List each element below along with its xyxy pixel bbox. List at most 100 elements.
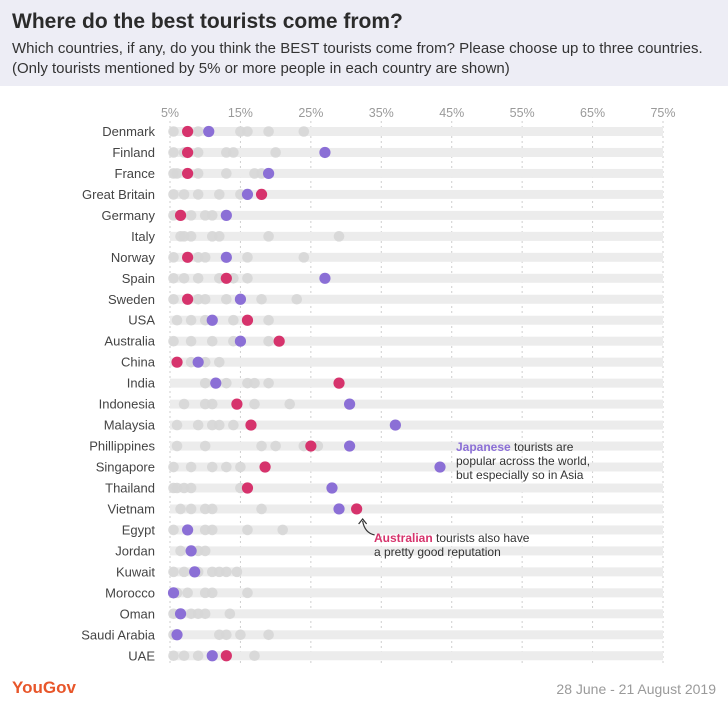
australian-dot (333, 377, 345, 389)
japanese-dot (174, 608, 187, 620)
other-country-dot (242, 524, 253, 536)
row-track (170, 252, 663, 262)
japanese-dot (206, 314, 218, 326)
category-label: USA (128, 313, 155, 328)
other-country-dot (206, 210, 218, 221)
x-tick-label: 5% (161, 106, 179, 120)
other-country-dot (228, 314, 239, 326)
other-country-dot (270, 147, 281, 158)
other-country-dot (182, 587, 193, 599)
other-country-dot (199, 440, 211, 452)
other-country-dot (214, 231, 225, 242)
other-country-dot (192, 126, 204, 137)
other-country-dot (263, 231, 274, 242)
other-country-dot (185, 482, 197, 494)
other-country-dot (168, 252, 179, 263)
australian-dot (182, 293, 194, 305)
category-label: Kuwait (116, 564, 155, 579)
x-tick-label: 35% (369, 106, 394, 120)
japanese-dot (220, 251, 232, 263)
other-country-dot (221, 566, 232, 578)
row-track (170, 462, 663, 472)
row-track (170, 378, 663, 388)
annotation-arrowhead (358, 517, 368, 525)
row-track (170, 168, 663, 178)
australian-dot (245, 419, 257, 431)
category-label: Indonesia (99, 397, 156, 412)
category-label: Egypt (122, 522, 156, 537)
other-country-dot (168, 272, 179, 284)
other-country-dot (199, 293, 211, 305)
other-country-dot (256, 293, 267, 305)
category-label: Jordan (115, 543, 155, 558)
row-track (170, 231, 663, 241)
other-country-dot (263, 377, 274, 389)
row-track (170, 294, 663, 304)
other-country-dot (178, 398, 190, 410)
australian-dot (305, 440, 317, 452)
category-label: Sweden (108, 292, 155, 307)
australian-dot (273, 335, 285, 347)
other-country-dot (242, 587, 253, 599)
annotation-australian-line: a pretty good reputation (374, 545, 501, 559)
australian-dot (231, 398, 243, 410)
other-country-dot (206, 335, 218, 347)
other-country-dot (168, 126, 179, 137)
other-country-dot (277, 524, 288, 536)
row-track (170, 546, 663, 556)
other-country-dot (206, 524, 218, 536)
row-track (170, 651, 663, 661)
category-label: Great Britain (82, 187, 155, 202)
category-label: Saudi Arabia (81, 627, 155, 642)
japanese-dot (182, 524, 194, 536)
other-country-dot (185, 210, 197, 221)
japanese-dot (241, 188, 254, 201)
other-country-dot (185, 231, 197, 242)
other-country-dot (291, 293, 303, 305)
australian-dot (351, 503, 363, 515)
other-country-dot (221, 461, 232, 473)
australian-dot (182, 251, 194, 263)
other-country-dot (221, 293, 232, 305)
category-label: Finland (112, 145, 155, 160)
page-subtitle: Which countries, if any, do you think th… (12, 40, 703, 77)
australian-dot (182, 146, 194, 159)
page-title: Where do the best tourists come from? (12, 10, 403, 33)
other-country-dot (192, 650, 204, 662)
other-country-dot (192, 272, 204, 284)
other-country-dot (228, 419, 239, 431)
other-country-dot (199, 608, 211, 620)
other-country-dot (192, 419, 204, 431)
other-country-dot (270, 440, 281, 452)
category-label: Malaysia (104, 418, 156, 433)
other-country-dot (249, 398, 260, 410)
category-label: Vietnam (108, 501, 155, 516)
other-country-dot (249, 650, 260, 662)
other-country-dot (221, 629, 232, 641)
other-country-dot (221, 168, 232, 179)
other-country-dot (178, 189, 190, 200)
japanese-dot (203, 125, 215, 138)
other-country-dot (206, 398, 218, 410)
other-country-dot (178, 650, 190, 662)
other-country-dot (242, 272, 253, 284)
row-track (170, 483, 663, 493)
row-track (170, 147, 663, 157)
row-track (170, 420, 663, 430)
australian-dot (255, 188, 268, 201)
other-country-dot (206, 503, 218, 515)
row-track (170, 567, 663, 577)
other-country-dot (214, 419, 225, 431)
row-track (170, 357, 663, 367)
japanese-dot (220, 209, 232, 221)
japanese-dot (343, 398, 356, 410)
other-country-dot (168, 524, 179, 536)
row-track (170, 525, 663, 535)
row-track (170, 609, 663, 619)
other-country-dot (168, 650, 179, 662)
other-country-dot (228, 147, 239, 158)
row-track (170, 399, 663, 409)
other-country-dot (168, 147, 179, 158)
row-track (170, 336, 663, 346)
australian-dot (182, 167, 194, 180)
